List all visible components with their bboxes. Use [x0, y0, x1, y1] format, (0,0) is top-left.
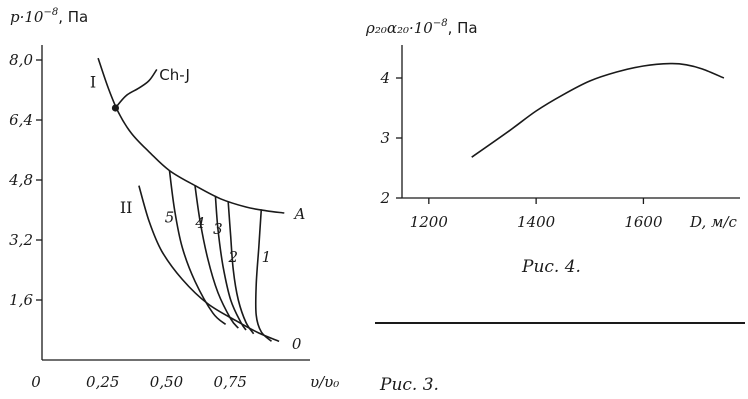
fig3-curve-ii [138, 185, 280, 343]
fig4-y-tick-label: 4 [379, 69, 390, 87]
fig3-x-tick-label: 0,75 [214, 373, 247, 391]
fig3-chapman-jouguet-point [111, 104, 120, 112]
fig4-x-tick-label: 1200 [410, 213, 449, 231]
fig3-point-label-0: 0 [292, 335, 302, 353]
fig3-curve-ch-j [114, 68, 158, 109]
figure-4: 234 1200 1400 1600 ρ₂₀α₂₀·10−8, Па D, м/с … [365, 18, 745, 324]
fig3-y-label: p·10−8, Па [10, 7, 88, 26]
fig3-x-tick-label: 0 [31, 373, 41, 391]
fig3-x-label: υ/υ₀ [310, 373, 339, 391]
fig4-x-label: D, м/с [689, 213, 738, 231]
fig3-curves [97, 57, 285, 343]
fig4-y-label: ρ₂₀α₂₀·10−8, Па [365, 18, 478, 37]
fig3-curve-2 [227, 201, 255, 335]
fig4-curve [471, 62, 725, 158]
fig3-y-ticks: 1,6 3,2 4,8 6,4 8,0 [8, 51, 42, 309]
fig4-caption: Рис. 4. [521, 257, 581, 277]
fig3-curve-5 [168, 170, 227, 326]
fig3-point-label-a: A [292, 205, 305, 223]
fig3-curve-label-3: 3 [213, 220, 223, 238]
fig3-curve-label-ch-j: Ch-J [159, 66, 190, 84]
fig3-y-tick-label: 6,4 [9, 111, 33, 129]
fig3-curve-label-2: 2 [227, 248, 238, 266]
fig3-y-tick-label: 3,2 [9, 231, 33, 249]
fig3-y-tick-label: 4,8 [8, 171, 33, 189]
fig3-curve-label-4: 4 [194, 214, 205, 232]
fig3-curve-label-ii: II [120, 198, 133, 217]
fig4-y-tick-label: 3 [380, 129, 390, 147]
fig3-x-ticks: 0 0,25 0,50 0,75 [31, 373, 247, 391]
fig4-y-tick-label: 2 [379, 189, 390, 207]
fig3-y-tick-label: 8,0 [9, 51, 33, 69]
fig4-y-ticks: 2 3 4 [379, 69, 402, 207]
fig3-curve-4 [194, 185, 239, 329]
fig4-curves [471, 62, 725, 158]
fig3-caption: Рис. 3. [379, 375, 439, 395]
fig4-x-tick-label: 1600 [624, 213, 663, 231]
fig3-x-tick-label: 0,25 [86, 373, 119, 391]
fig4-x-tick-label: 1400 [517, 213, 556, 231]
fig3-curve-1 [254, 209, 273, 342]
fig3-x-tick-label: 0,50 [150, 373, 184, 391]
fig3-curve-label-5: 5 [165, 209, 175, 227]
fig3-y-tick-label: 1,6 [9, 291, 33, 309]
fig4-x-ticks: 1200 1400 1600 [410, 198, 663, 231]
fig3-curve-label-i: I [90, 73, 96, 92]
fig3-curve-label-1: 1 [262, 248, 272, 266]
fig3-curve-i [97, 57, 285, 214]
fig3-curve-3 [214, 195, 247, 331]
fig3-curve-labels: I Ch-J II 5 4 32 1 A 0 [90, 66, 306, 353]
